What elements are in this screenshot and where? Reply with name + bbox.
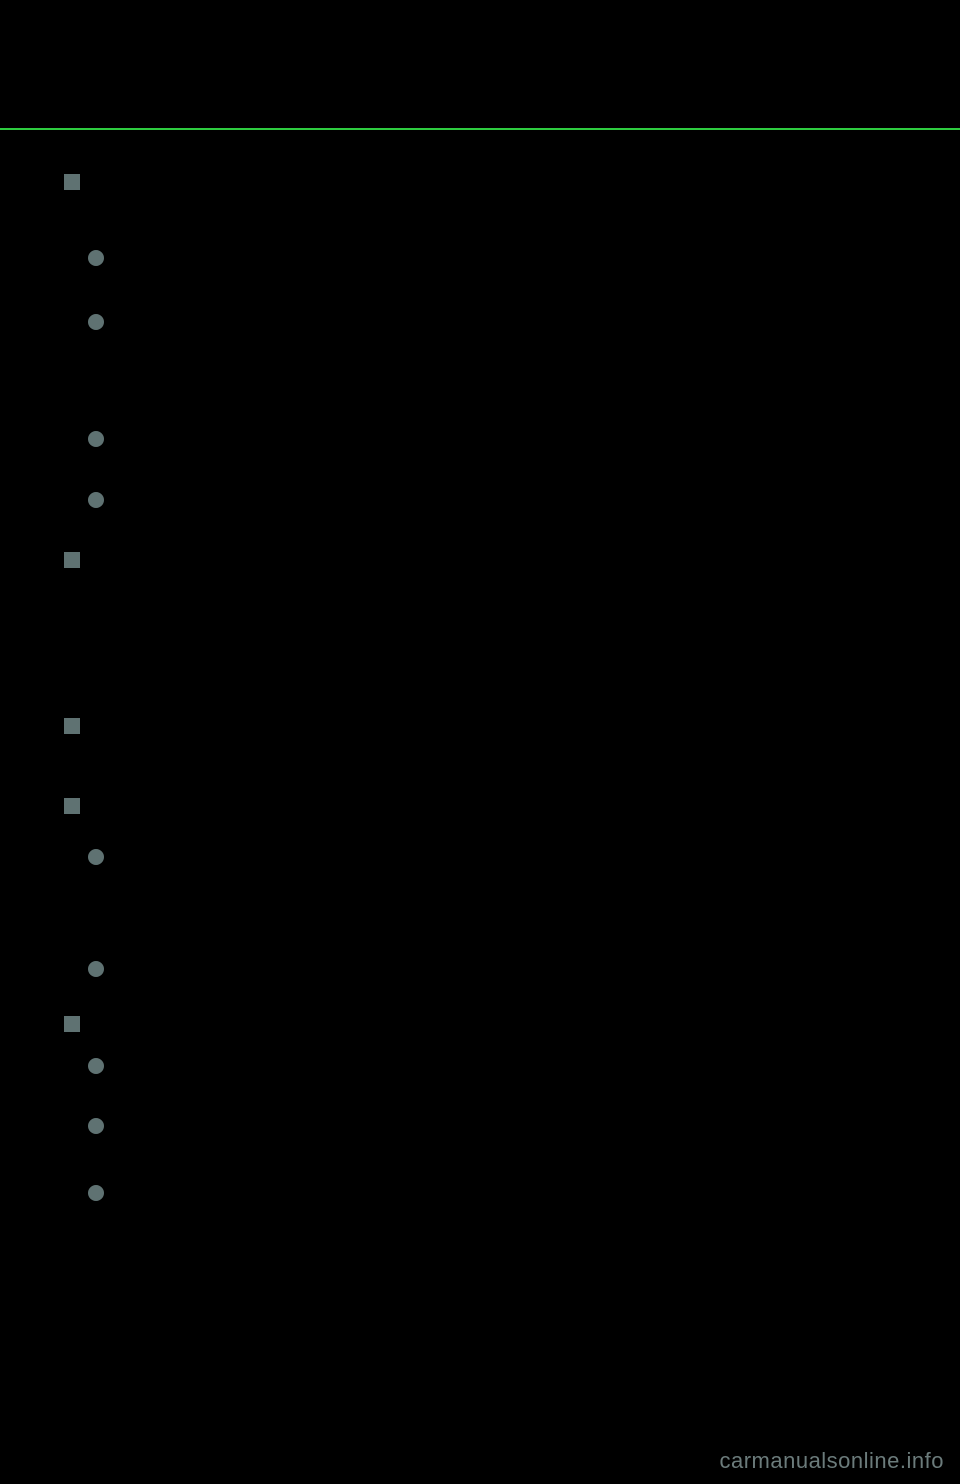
circle-bullet-icon [88, 961, 104, 977]
circle-bullet-icon [88, 492, 104, 508]
circle-bullet-icon [88, 849, 104, 865]
square-bullet-icon [64, 718, 80, 734]
square-bullet-icon [64, 798, 80, 814]
horizontal-rule [0, 128, 960, 130]
circle-bullet-icon [88, 250, 104, 266]
watermark-text: carmanualsonline.info [719, 1448, 944, 1474]
square-bullet-icon [64, 1016, 80, 1032]
square-bullet-icon [64, 174, 80, 190]
circle-bullet-icon [88, 1058, 104, 1074]
circle-bullet-icon [88, 1185, 104, 1201]
circle-bullet-icon [88, 314, 104, 330]
circle-bullet-icon [88, 431, 104, 447]
square-bullet-icon [64, 552, 80, 568]
circle-bullet-icon [88, 1118, 104, 1134]
